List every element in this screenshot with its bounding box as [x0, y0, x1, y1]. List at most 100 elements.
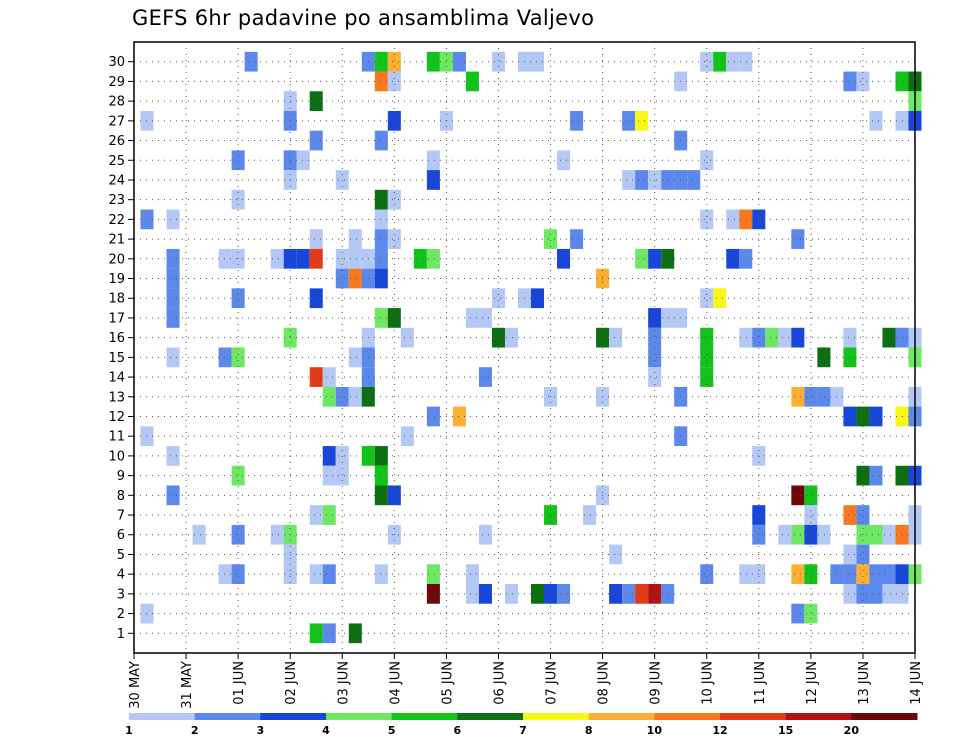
- y-tick-label: 17: [108, 311, 125, 326]
- precip-cell: [426, 248, 440, 269]
- precip-cell: [843, 564, 857, 585]
- x-tick-label: 06 JUN: [492, 661, 507, 705]
- precip-cell: [622, 170, 636, 190]
- precip-cell: [322, 367, 336, 387]
- precip-cell: [374, 248, 388, 269]
- x-tick-label: 03 JUN: [336, 661, 351, 705]
- precip-cell: [531, 51, 545, 72]
- precip-cell: [166, 347, 180, 368]
- y-tick-label: 13: [108, 390, 125, 405]
- precip-cell: [218, 347, 232, 368]
- precip-cell: [583, 505, 597, 525]
- precip-cell: [374, 446, 388, 466]
- y-tick-label: 3: [117, 587, 125, 602]
- precip-cell: [882, 584, 896, 604]
- precip-cell: [882, 564, 896, 585]
- precip-cell: [895, 406, 909, 427]
- precip-cell: [804, 485, 818, 506]
- y-tick-label: 2: [117, 607, 125, 622]
- colorbar-label: 15: [778, 724, 793, 737]
- y-tick-label: 7: [117, 509, 125, 524]
- colorbar-swatch: [260, 713, 327, 720]
- precip-cell: [322, 465, 336, 486]
- precip-cell: [791, 564, 805, 585]
- precip-cell: [322, 446, 336, 466]
- precip-cell: [713, 51, 727, 72]
- precip-cell: [374, 465, 388, 486]
- precip-cell: [726, 209, 740, 230]
- precip-cell: [231, 288, 245, 309]
- x-axis-ticks: 30 MAY 31 MAY 01 JUN 02 JUN 03 JUN 04 JUN 05 J…: [128, 653, 924, 709]
- precip-cell: [374, 189, 388, 210]
- y-tick-label: 23: [108, 193, 125, 208]
- x-tick-label: 08 JUN: [597, 661, 612, 705]
- precip-cell: [739, 564, 753, 585]
- precip-cell: [192, 524, 206, 545]
- precip-cell: [140, 426, 154, 447]
- precip-cell: [843, 544, 857, 565]
- precip-cell: [335, 446, 349, 466]
- precip-cell: [465, 584, 479, 604]
- precip-cell: [166, 308, 180, 328]
- precip-cell: [387, 189, 401, 210]
- precip-cell: [648, 170, 662, 190]
- precip-cell: [478, 524, 492, 545]
- precip-cell: [270, 524, 284, 545]
- precip-cell: [557, 248, 571, 269]
- precip-cell: [869, 110, 883, 131]
- precip-cell: [218, 248, 232, 269]
- y-tick-label: 30: [108, 55, 125, 70]
- colorbar-swatch: [457, 713, 524, 720]
- colorbar-label: 12: [712, 724, 727, 737]
- precip-cell: [609, 544, 623, 565]
- precip-cell: [557, 584, 571, 604]
- precip-cell: [309, 229, 323, 249]
- precip-cell: [700, 51, 714, 72]
- precip-cell: [348, 623, 362, 644]
- precip-cell: [452, 406, 466, 427]
- precip-cell: [387, 485, 401, 506]
- precip-cell: [322, 623, 336, 644]
- heatmap-cells: [140, 51, 922, 644]
- precip-cell: [452, 51, 466, 72]
- y-tick-label: 4: [117, 568, 125, 583]
- precip-cell: [648, 308, 662, 328]
- precip-cell: [426, 564, 440, 585]
- precip-cell: [661, 170, 675, 190]
- precip-cell: [374, 229, 388, 249]
- precip-cell: [322, 505, 336, 525]
- x-tick-label: 31 MAY: [180, 661, 195, 709]
- precip-cell: [309, 505, 323, 525]
- precip-cell: [309, 564, 323, 585]
- precip-cell: [335, 170, 349, 190]
- precip-cell: [843, 505, 857, 525]
- y-tick-label: 22: [108, 213, 125, 228]
- precip-cell: [895, 327, 909, 348]
- precip-cell: [348, 268, 362, 289]
- y-tick-label: 20: [108, 252, 125, 267]
- precip-cell: [843, 327, 857, 348]
- precip-cell: [166, 248, 180, 269]
- colorbar-swatch: [851, 713, 918, 720]
- precip-cell: [140, 603, 154, 624]
- precip-cell: [244, 51, 258, 72]
- y-tick-label: 12: [108, 410, 125, 425]
- precip-cell: [322, 386, 336, 407]
- colorbar: 1 2 3 4 5 6 7 8 10 12 15 20: [125, 713, 918, 737]
- x-tick-label: 09 JUN: [649, 661, 664, 705]
- precip-cell: [296, 150, 310, 171]
- precip-cell: [426, 51, 440, 72]
- precip-cell: [426, 406, 440, 427]
- x-tick-label: 12 JUN: [805, 661, 820, 705]
- precip-cell: [700, 327, 714, 348]
- precip-cell: [570, 229, 584, 249]
- precip-cell: [856, 71, 870, 92]
- precip-cell: [465, 71, 479, 92]
- precip-cell: [856, 544, 870, 565]
- x-tick-label: 05 JUN: [440, 661, 455, 705]
- precip-cell: [869, 406, 883, 427]
- colorbar-label: 6: [454, 724, 462, 737]
- precip-cell: [713, 288, 727, 309]
- precip-cell: [491, 327, 505, 348]
- precip-cell: [635, 170, 649, 190]
